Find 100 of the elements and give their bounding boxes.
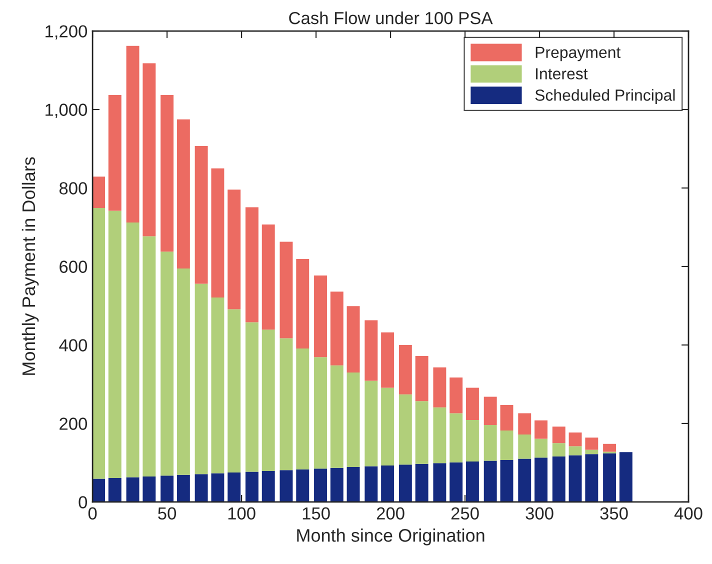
x-tick-label: 0 (88, 507, 97, 520)
bar (398, 464, 412, 502)
bar (585, 450, 598, 454)
y-axis-title: Monthly Payment in Dollars (22, 157, 39, 375)
bar (603, 444, 616, 452)
bar (568, 432, 582, 446)
y-tick-label: 800 (59, 182, 88, 194)
bar (364, 320, 378, 381)
bar (314, 276, 327, 358)
bar (466, 462, 479, 502)
bar (228, 309, 241, 473)
bar (433, 463, 446, 502)
bar (500, 460, 514, 502)
x-tick-label: 100 (228, 507, 256, 520)
bar (398, 344, 412, 394)
bar (108, 210, 122, 478)
bar (433, 367, 446, 408)
bar (346, 467, 360, 502)
bar (92, 478, 105, 502)
bar (245, 322, 258, 472)
bar (450, 413, 463, 462)
bar (603, 453, 616, 502)
bar (194, 474, 208, 502)
y-tick-label: 1,000 (46, 104, 88, 118)
bar (126, 477, 140, 502)
bar (364, 380, 378, 466)
bar (552, 443, 566, 456)
x-tick-label: 200 (376, 507, 404, 520)
bar (552, 456, 566, 502)
bar (364, 466, 378, 502)
bar (398, 394, 412, 465)
bar (433, 407, 446, 464)
x-tick-label: 350 (600, 507, 628, 520)
bar (619, 452, 632, 502)
bar (466, 388, 479, 420)
bar (346, 306, 360, 372)
legend-label: Prepayment (536, 46, 621, 62)
bar (484, 460, 497, 502)
bar (415, 356, 428, 402)
bar (381, 465, 394, 502)
bar (245, 472, 258, 502)
bar (585, 454, 598, 502)
bar (415, 401, 428, 464)
y-tick-label: 400 (59, 339, 88, 352)
bar (176, 268, 190, 475)
bar (262, 330, 275, 471)
bar (450, 378, 463, 414)
bar (211, 297, 224, 474)
legend-label: Scheduled Principal (535, 89, 675, 104)
bar (518, 413, 532, 434)
bar (552, 426, 566, 444)
x-tick-label: 300 (526, 507, 554, 520)
bar (194, 284, 208, 474)
bar (568, 455, 582, 502)
bar (92, 176, 105, 208)
bar (534, 420, 548, 439)
y-tick-label: 0 (78, 496, 88, 508)
legend-label: Interest (536, 68, 588, 80)
bar (296, 348, 310, 470)
bar (176, 474, 190, 502)
bar (160, 252, 174, 476)
bar (415, 464, 428, 502)
bar (330, 365, 344, 468)
bar (160, 476, 174, 502)
bar (314, 357, 327, 469)
bar (500, 405, 514, 431)
bar (211, 473, 224, 502)
bar (500, 430, 514, 460)
x-tick-label: 250 (451, 507, 479, 520)
y-tick-label: 600 (60, 260, 88, 273)
x-tick-label: 400 (674, 507, 702, 520)
bar (108, 94, 122, 211)
bar (534, 438, 548, 458)
x-tick-label: 150 (302, 507, 330, 520)
bar (194, 146, 208, 284)
y-tick-label: 200 (60, 418, 88, 430)
bar (381, 332, 394, 388)
bar (518, 458, 532, 502)
bar (142, 63, 156, 236)
bar (262, 224, 275, 330)
bar (142, 476, 156, 502)
bar (450, 462, 463, 502)
bar (280, 242, 293, 338)
bar (466, 420, 479, 462)
x-tick-label: 50 (158, 507, 176, 520)
bar (108, 478, 122, 502)
bar (211, 168, 224, 298)
bar (381, 388, 394, 466)
bar (314, 468, 327, 502)
bar (228, 190, 241, 310)
bar (176, 119, 190, 268)
x-axis-title: Month since Origination (297, 528, 484, 546)
bar (568, 446, 582, 456)
bar (280, 470, 293, 502)
bar (296, 469, 310, 502)
bar (262, 470, 275, 502)
bar (585, 438, 598, 450)
bar (346, 372, 360, 468)
bar (484, 396, 497, 426)
bar (280, 338, 293, 470)
